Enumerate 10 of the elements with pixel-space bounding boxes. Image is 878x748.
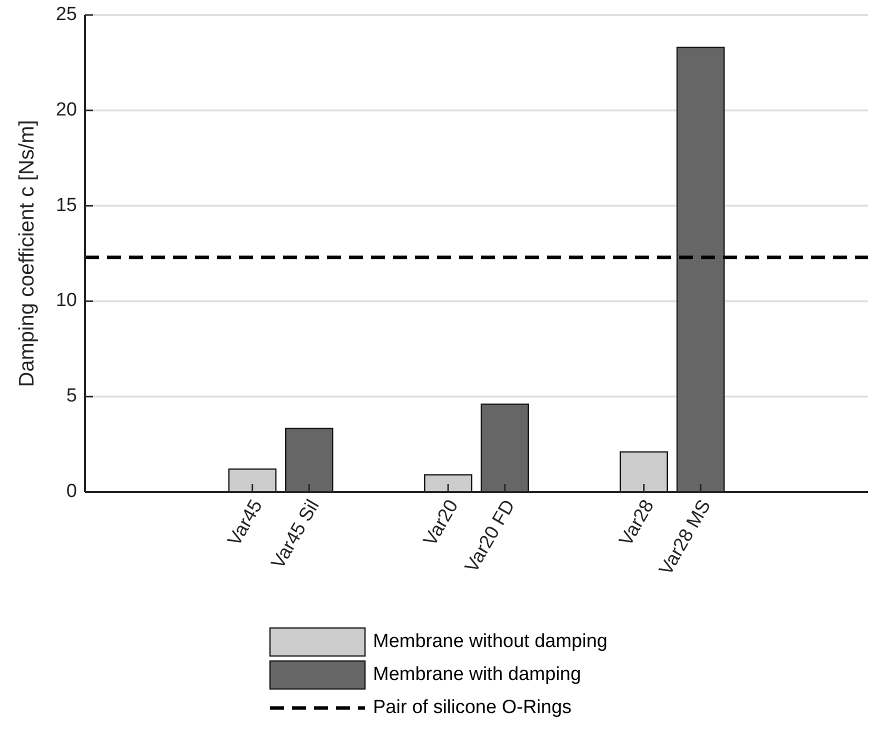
y-tick-label: 25 [56, 4, 77, 26]
y-tick-label: 5 [66, 386, 77, 407]
y-tick-label: 10 [56, 290, 77, 312]
legend-label: Membrane with damping [373, 664, 582, 686]
legend-label: Pair of silicone O-Rings [373, 697, 572, 718]
y-tick-label: 0 [66, 481, 77, 502]
y-tick-label: 15 [56, 194, 77, 216]
y-tick-label: 20 [56, 99, 77, 120]
y-axis-title: Damping coefficient c [Ns/m] [16, 120, 39, 387]
legend-label: Membrane without damping [373, 631, 608, 652]
